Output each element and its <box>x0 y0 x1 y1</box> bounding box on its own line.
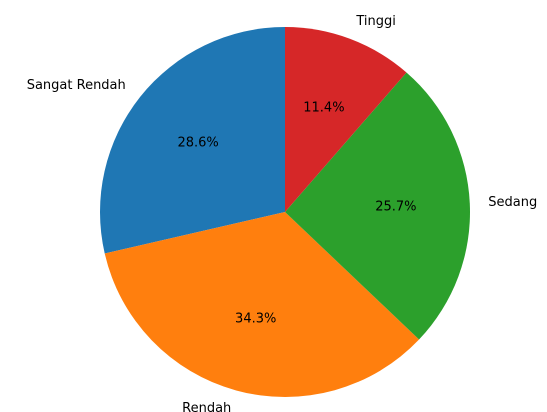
pie-wedge <box>99 27 285 254</box>
value-label: 25.7% <box>375 199 416 214</box>
value-label: 11.4% <box>303 101 344 116</box>
pie-wedge <box>104 212 420 398</box>
category-label: Sedang <box>488 195 537 210</box>
pie-wedge <box>285 72 470 340</box>
pie-wedge <box>285 27 407 212</box>
category-label: Rendah <box>182 401 231 412</box>
value-label: 28.6% <box>177 135 218 150</box>
category-label: Sangat Rendah <box>27 78 126 93</box>
value-label: 34.3% <box>235 312 276 327</box>
category-label: Tinggi <box>355 14 396 29</box>
